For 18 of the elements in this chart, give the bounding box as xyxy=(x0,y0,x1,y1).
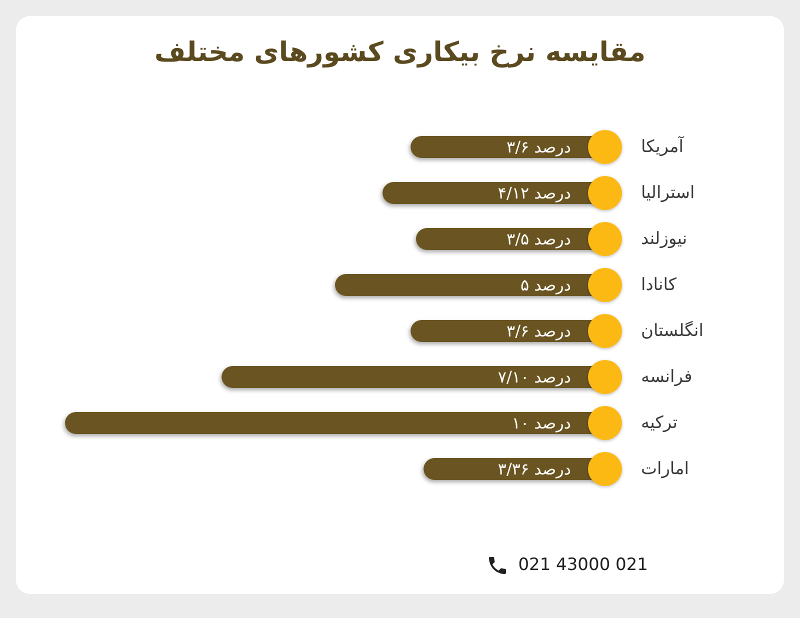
y-tick-label: انگلستان xyxy=(641,320,704,341)
data-label: ۵ درصد xyxy=(520,276,571,294)
y-tick-label: نیوزلند xyxy=(641,229,688,249)
data-label: ۳/۶ درصد xyxy=(506,138,571,156)
y-tick-label: ترکیه xyxy=(641,413,678,433)
y-tick-label: استرالیا xyxy=(641,183,695,203)
y-tick-label: امارات xyxy=(641,459,689,479)
text: 021 43000 021 xyxy=(518,555,648,575)
data-label: ۱۰ درصد xyxy=(512,414,571,432)
data-label: ۳/۶ درصد xyxy=(506,322,571,340)
data-label: ۷/۱۰ درصد xyxy=(498,368,571,386)
data-label: ۴/۱۲ درصد xyxy=(498,184,571,202)
y-tick-label: آمریکا xyxy=(641,136,685,157)
chart-title: مقایسه نرخ بیکاری کشورهای مختلف xyxy=(154,37,646,68)
data-label: ۳/۵ درصد xyxy=(506,230,571,248)
y-tick-label: کانادا xyxy=(641,275,678,295)
y-tick-label: فرانسه xyxy=(641,367,692,387)
data-label: ۳/۳۶ درصد xyxy=(498,460,571,478)
